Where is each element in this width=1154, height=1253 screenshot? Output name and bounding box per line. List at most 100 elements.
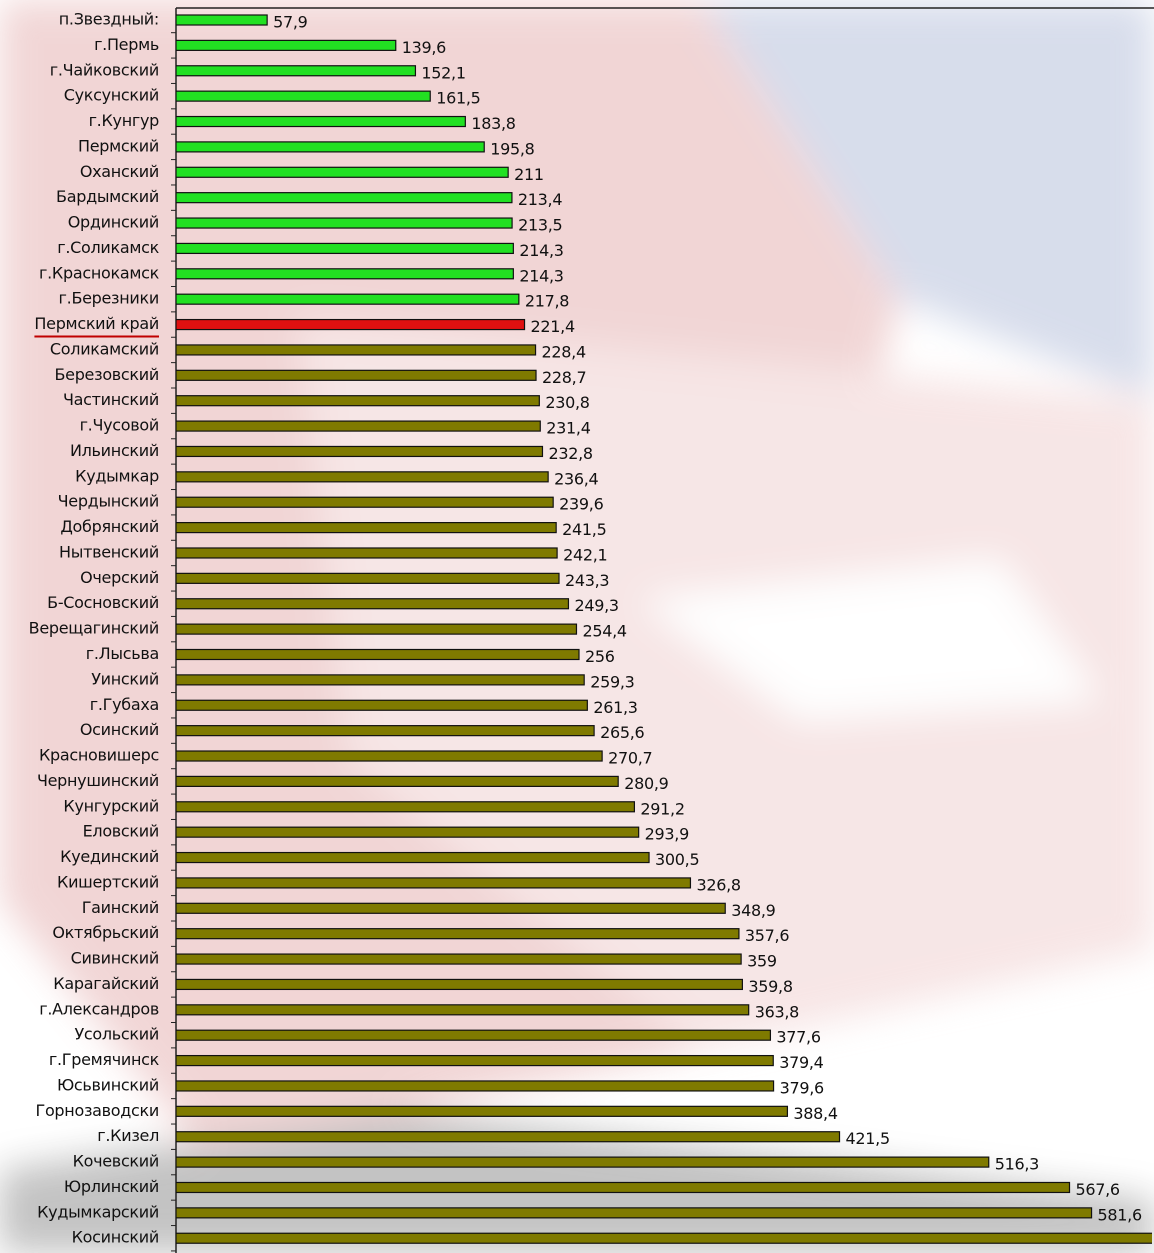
- value-label: 152,1: [421, 63, 465, 82]
- value-label: 221,4: [531, 317, 575, 336]
- bar: [176, 117, 465, 127]
- y-tick-label: Пермский край: [34, 314, 159, 333]
- y-tick-label: г.Соликамск: [57, 238, 159, 257]
- y-tick-label: г.Пермь: [94, 35, 159, 54]
- bar: [176, 827, 639, 837]
- bar: [176, 903, 725, 913]
- value-label: 567,6: [1076, 1180, 1120, 1199]
- y-tick-label: Усольский: [74, 1025, 159, 1044]
- bar: [176, 776, 618, 786]
- value-label: 261,3: [593, 698, 637, 717]
- bar: [176, 624, 576, 634]
- bar: [176, 142, 484, 152]
- value-label: 516,3: [995, 1155, 1039, 1174]
- value-label: 359: [747, 952, 777, 971]
- bar: [176, 929, 739, 939]
- value-label: 265,6: [600, 723, 644, 742]
- bar: [176, 193, 512, 203]
- y-tick-label: Кишертский: [57, 872, 159, 891]
- y-tick-label: г.Кунгур: [89, 111, 160, 130]
- y-tick-label: Кунгурский: [63, 796, 159, 815]
- bar: [176, 675, 584, 685]
- y-tick-label: Соликамский: [50, 339, 159, 358]
- y-tick-label: Верещагинский: [29, 619, 159, 638]
- y-tick-label: Гаинский: [82, 898, 159, 917]
- y-tick-label: Ильинский: [70, 441, 159, 460]
- bar: [176, 345, 536, 355]
- value-label: 230,8: [545, 393, 589, 412]
- bar: [176, 66, 415, 76]
- bar: [176, 396, 539, 406]
- value-label: 242,1: [563, 545, 607, 564]
- bar: [176, 1157, 989, 1167]
- bar: [176, 1056, 773, 1066]
- y-tick-label: Еловский: [83, 822, 159, 841]
- value-label: 214,3: [519, 266, 563, 285]
- y-tick-label: Пермский: [78, 136, 159, 155]
- bar: [176, 1081, 774, 1091]
- y-tick-label: Чернушинский: [37, 771, 159, 790]
- y-tick-label: Добрянский: [60, 517, 159, 536]
- bar: [176, 954, 741, 964]
- bar: [176, 1182, 1070, 1192]
- value-label: 57,9: [273, 13, 308, 32]
- value-label: 377,6: [776, 1028, 820, 1047]
- value-label: 291,2: [640, 799, 684, 818]
- y-tick-label: Юрлинский: [64, 1177, 159, 1196]
- bar: [176, 294, 519, 304]
- value-label: 259,3: [590, 672, 634, 691]
- bar: [176, 650, 579, 660]
- value-label: 228,7: [542, 368, 586, 387]
- value-label: 254,4: [582, 622, 626, 641]
- y-tick-label: г.Краснокамск: [39, 263, 160, 282]
- y-tick-label: г.Александров: [39, 999, 159, 1018]
- bar: [176, 320, 525, 330]
- value-label: 213,5: [518, 216, 562, 235]
- bar: [176, 1233, 1154, 1243]
- value-label: 270,7: [608, 749, 652, 768]
- bar: [176, 472, 548, 482]
- y-tick-label: г.Чусовой: [80, 416, 159, 435]
- value-label: 581,6: [1098, 1205, 1142, 1224]
- value-label: 232,8: [548, 444, 592, 463]
- bar: [176, 1132, 840, 1142]
- bar: [176, 700, 587, 710]
- bar: [176, 40, 396, 50]
- bar: [176, 878, 690, 888]
- y-tick-label: Суксунский: [64, 86, 159, 105]
- bar: [176, 979, 742, 989]
- y-tick-label: Октябрьский: [52, 923, 159, 942]
- y-tick-label: Горнозаводски: [35, 1101, 159, 1120]
- value-label: 379,4: [779, 1053, 823, 1072]
- y-tick-label: Частинский: [63, 390, 159, 409]
- bar: [176, 218, 512, 228]
- y-tick-label: г.Кизел: [97, 1126, 159, 1145]
- bar: [176, 1005, 749, 1015]
- y-tick-label: г.Березники: [59, 289, 159, 308]
- value-label: 249,3: [574, 596, 618, 615]
- value-label: 217,8: [525, 292, 569, 311]
- y-tick-label: г.Лысьва: [86, 644, 159, 663]
- y-tick-label: Кочевский: [73, 1152, 159, 1171]
- bar: [176, 421, 540, 431]
- y-tick-label: Куединский: [60, 847, 159, 866]
- value-label: 421,5: [846, 1129, 890, 1148]
- value-label: 379,6: [780, 1078, 824, 1097]
- bar: [176, 1030, 770, 1040]
- y-tick-label: п.Звездный:: [59, 10, 159, 29]
- y-tick-label: Б-Сосновский: [47, 593, 159, 612]
- y-tick-label: г.Гремячинск: [49, 1050, 160, 1069]
- chart: п.Звездный:57,9г.Пермь139,6г.Чайковский1…: [0, 0, 1154, 1253]
- y-tick-label: Красновишерс: [39, 746, 159, 765]
- value-label: 280,9: [624, 774, 668, 793]
- bar: [176, 497, 553, 507]
- y-tick-label: Осинский: [80, 720, 159, 739]
- bar: [176, 726, 594, 736]
- y-tick-label: Бардымский: [56, 187, 159, 206]
- page: {"chart_data": {"type": "bar", "orientat…: [0, 0, 1154, 1253]
- value-label: 388,4: [793, 1104, 837, 1123]
- y-tick-label: Очерский: [80, 568, 159, 587]
- y-tick-label: Кудымкар: [75, 466, 159, 485]
- bar: [176, 751, 602, 761]
- value-label: 214,3: [519, 241, 563, 260]
